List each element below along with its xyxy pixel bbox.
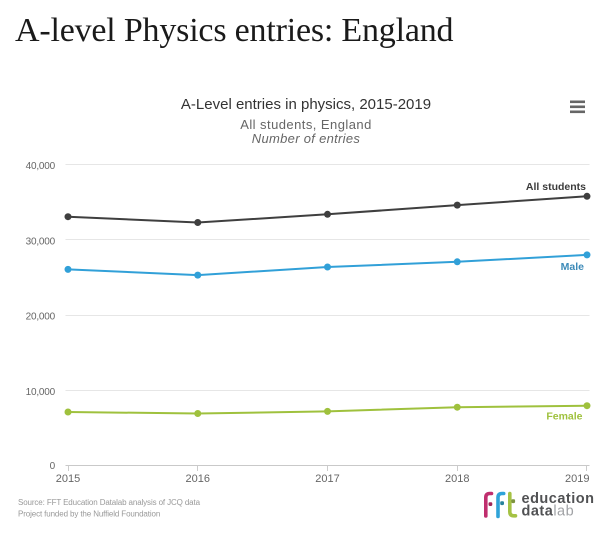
svg-text:2019: 2019 bbox=[565, 473, 589, 485]
svg-text:datalab: datalab bbox=[522, 504, 575, 520]
svg-text:40,000: 40,000 bbox=[26, 161, 56, 172]
svg-text:2017: 2017 bbox=[315, 473, 339, 485]
svg-text:education: education bbox=[522, 491, 595, 507]
svg-text:A-Level entries in physics, 20: A-Level entries in physics, 2015-2019 bbox=[181, 96, 431, 113]
svg-text:2018: 2018 bbox=[445, 473, 469, 485]
svg-text:Female: Female bbox=[546, 411, 582, 423]
svg-text:Source: FFT Education Datalab: Source: FFT Education Datalab analysis o… bbox=[18, 498, 201, 507]
svg-text:Male: Male bbox=[561, 261, 585, 273]
svg-text:2015: 2015 bbox=[56, 473, 80, 485]
svg-text:2016: 2016 bbox=[186, 473, 210, 485]
svg-text:All students, England: All students, England bbox=[240, 117, 372, 132]
svg-text:0: 0 bbox=[50, 461, 56, 472]
svg-text:20,000: 20,000 bbox=[26, 312, 56, 323]
svg-text:10,000: 10,000 bbox=[26, 387, 56, 398]
svg-text:Project funded by the Nuffield: Project funded by the Nuffield Foundatio… bbox=[18, 509, 160, 518]
svg-text:Number of entries: Number of entries bbox=[252, 131, 361, 146]
svg-text:All students: All students bbox=[526, 181, 586, 193]
svg-text:30,000: 30,000 bbox=[26, 236, 56, 247]
